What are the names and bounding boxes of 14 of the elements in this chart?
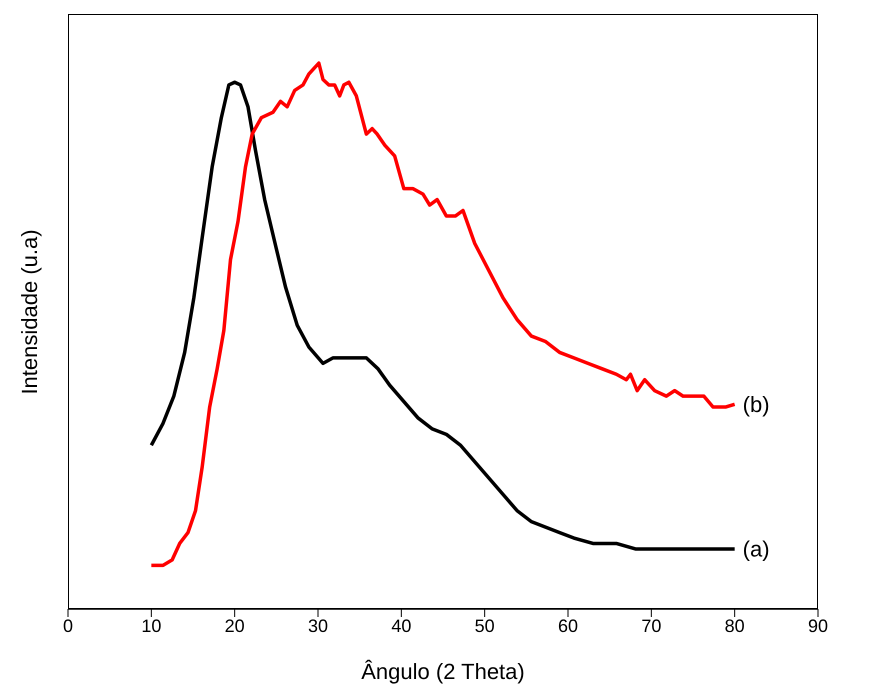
annotation: (a) bbox=[742, 536, 770, 562]
x-tick-label: 30 bbox=[308, 616, 328, 636]
x-tick-label: 70 bbox=[641, 616, 662, 636]
x-tick-label: 40 bbox=[391, 616, 412, 636]
y-axis-title: Intensidade (u.a) bbox=[17, 228, 43, 394]
x-axis-title: Ângulo (2 Theta) bbox=[361, 659, 525, 684]
x-tick-label: 60 bbox=[558, 616, 578, 636]
x-tick-label: 90 bbox=[808, 616, 828, 636]
x-tick-label: 20 bbox=[224, 616, 245, 636]
annotation: (b) bbox=[742, 392, 770, 417]
x-tick-label: 80 bbox=[724, 616, 745, 636]
x-tick-label: 10 bbox=[141, 616, 162, 636]
x-tick-label: 50 bbox=[474, 616, 495, 636]
x-tick-label: 0 bbox=[62, 616, 74, 636]
